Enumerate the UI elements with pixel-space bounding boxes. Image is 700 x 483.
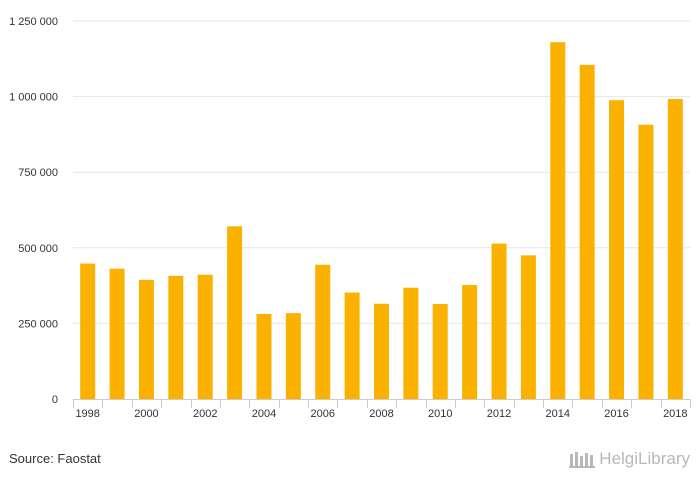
x-axis-labels: 1998 2000 2002 2004 2006 2008 2010 2012 2014 2016…	[75, 408, 687, 420]
y-tick-label: 1 000 000	[9, 92, 58, 104]
source-note: Source: Faostat	[9, 451, 101, 466]
bar[interactable]	[315, 264, 331, 399]
bar[interactable]	[227, 226, 243, 399]
bar[interactable]	[638, 124, 654, 399]
bar[interactable]	[609, 100, 625, 400]
x-tick-label: 2006	[310, 408, 334, 420]
y-tick-label: 0	[52, 394, 58, 406]
x-tick-label: 2014	[546, 408, 570, 420]
x-tick-label: 2016	[604, 408, 628, 420]
x-tick-label: 2002	[193, 408, 217, 420]
x-tick-label: 2012	[487, 408, 511, 420]
bar[interactable]	[491, 243, 507, 399]
bar[interactable]	[138, 279, 154, 399]
bar[interactable]	[550, 42, 566, 399]
bar-chart: 0 250 000 500 000 750 000 1 000 000 1 250 000…	[9, 16, 691, 420]
x-tick-label: 2018	[663, 408, 687, 420]
x-tick-label: 2000	[134, 408, 158, 420]
y-axis-labels: 0 250 000 500 000 750 000 1 000 000 1 250 000	[9, 16, 58, 406]
y-tick-label: 250 000	[18, 318, 58, 330]
bar[interactable]	[256, 314, 272, 399]
x-tick-label: 2004	[252, 408, 276, 420]
brand-logo[interactable]: HelgiLibrary	[569, 449, 690, 469]
bar[interactable]	[168, 275, 184, 399]
bar[interactable]	[80, 263, 96, 399]
bar[interactable]	[344, 292, 360, 399]
brand-name: HelgiLibrary	[599, 449, 690, 468]
bar[interactable]	[432, 304, 448, 399]
x-tick-label: 2010	[428, 408, 452, 420]
bar[interactable]	[462, 284, 478, 399]
y-tick-label: 1 250 000	[9, 16, 58, 28]
x-tick-label: 2008	[369, 408, 393, 420]
x-axis-ticks	[73, 399, 691, 408]
bar[interactable]	[667, 99, 683, 400]
x-tick-label: 1998	[75, 408, 99, 420]
bar[interactable]	[109, 268, 125, 399]
bar[interactable]	[374, 303, 389, 399]
y-tick-label: 500 000	[18, 243, 58, 255]
bars	[80, 42, 683, 400]
gridlines	[73, 20, 690, 324]
bar[interactable]	[579, 64, 595, 400]
bar[interactable]	[197, 274, 213, 399]
bar[interactable]	[520, 255, 536, 399]
bar[interactable]	[285, 313, 301, 399]
library-icon	[569, 452, 596, 468]
y-tick-label: 750 000	[18, 167, 58, 179]
bar[interactable]	[403, 287, 419, 399]
